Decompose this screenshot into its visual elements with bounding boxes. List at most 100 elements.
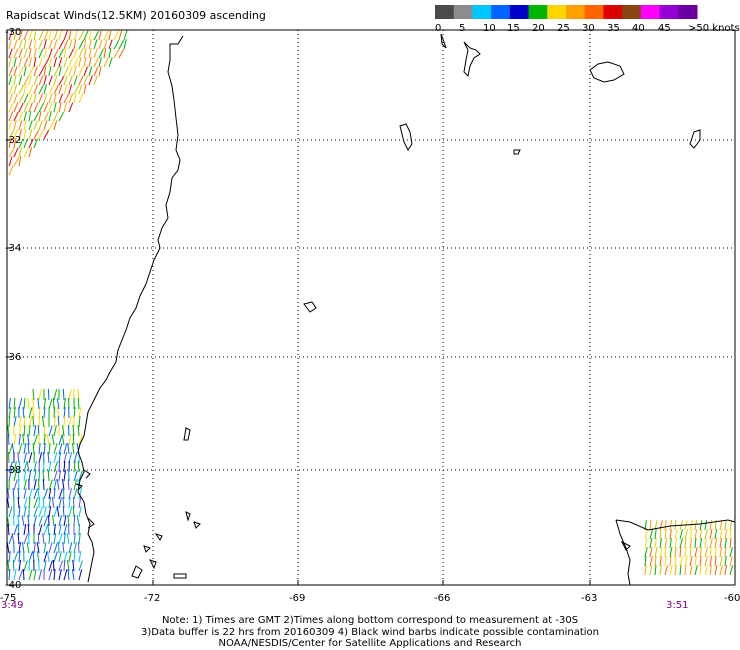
wind-barb: [17, 515, 20, 527]
wind-barb: [93, 48, 98, 59]
wind-barb: [77, 460, 80, 473]
wind-barb: [23, 533, 29, 545]
wind-barb: [98, 48, 104, 59]
wind-barb: [8, 48, 13, 59]
wind-barb: [38, 569, 42, 581]
wind-barb: [33, 470, 37, 482]
wind-barb: [13, 147, 19, 158]
wind-barb: [23, 452, 28, 464]
wind-barb: [103, 39, 108, 50]
wind-barb: [674, 546, 677, 558]
wind-barb: [43, 75, 47, 86]
wind-barb: [33, 30, 37, 41]
inland-outlines: [131, 33, 736, 586]
wind-barb: [48, 497, 52, 509]
wind-barb: [32, 398, 35, 410]
legend-tick-label: 0: [435, 23, 441, 34]
wind-barb: [93, 66, 99, 77]
wind-barb: [33, 66, 38, 77]
wind-barb: [18, 147, 23, 158]
wind-barb: [61, 434, 65, 446]
wind-barb: [48, 30, 52, 41]
wind-barb: [28, 569, 33, 581]
wind-barb: [58, 497, 62, 509]
wind-barb: [67, 568, 70, 581]
wind-barb: [28, 48, 32, 59]
wind-barb: [93, 57, 99, 68]
wind-barb: [699, 547, 703, 558]
wind-barb: [13, 416, 17, 428]
wind-barb: [8, 57, 12, 68]
y-label: -40: [5, 580, 21, 591]
wind-barb: [33, 93, 37, 104]
wind-barb: [78, 48, 84, 59]
y-axis-labels: -30 -32 -34 -36 -38 -40: [5, 27, 21, 591]
wind-barb: [28, 75, 32, 86]
wind-barb: [22, 434, 25, 446]
wind-barb: [38, 84, 44, 95]
wind-barb: [689, 547, 692, 558]
wind-barb: [42, 533, 45, 545]
wind-barb: [78, 39, 84, 50]
wind-barb: [18, 30, 23, 41]
wind-barb: [689, 529, 693, 540]
wind-barb: [659, 547, 663, 558]
wind-barb: [52, 559, 55, 572]
wind-barb: [18, 569, 23, 581]
wind-barb: [8, 39, 12, 50]
wind-barb: [23, 138, 29, 149]
wind-barb: [88, 48, 92, 59]
wind-barb: [43, 515, 49, 527]
wind-barb: [78, 470, 83, 482]
wind-barb: [46, 434, 50, 446]
wind-barb: [13, 129, 18, 140]
wind-barb: [669, 565, 673, 576]
legend-tick-label: >50 knots: [688, 23, 740, 34]
wind-barb: [679, 538, 683, 549]
legend-swatch: [678, 5, 698, 19]
wind-barb: [28, 57, 33, 68]
wind-barb: [53, 461, 58, 473]
wind-barb: [23, 39, 27, 50]
wind-barb: [73, 461, 76, 473]
wind-barb: [63, 515, 67, 527]
wind-barb: [78, 434, 83, 446]
wind-barb: [78, 551, 82, 563]
wind-barb: [704, 520, 708, 531]
wind-barb: [72, 425, 75, 437]
wind-barb: [684, 564, 687, 576]
wind-barb: [32, 442, 35, 455]
wind-barb: [67, 443, 70, 455]
legend-swatch: [435, 5, 455, 19]
wind-barb: [48, 569, 53, 581]
wind-barb: [649, 529, 654, 540]
x-label: -66: [434, 593, 450, 604]
wind-barb: [46, 551, 50, 563]
wind-barb: [53, 102, 57, 113]
wind-barb: [18, 425, 22, 437]
wind-barb: [63, 407, 66, 419]
wind-barb: [7, 433, 10, 446]
wind-barb: [37, 398, 40, 410]
wind-barb: [699, 556, 702, 567]
wind-barb: [53, 506, 58, 518]
legend-swatch: [491, 5, 511, 19]
wind-barb: [729, 529, 732, 540]
wind-barb: [38, 515, 43, 527]
wind-barb: [694, 556, 697, 567]
wind-barb: [77, 397, 80, 410]
wind-barb: [93, 39, 98, 50]
wind-barb: [654, 529, 657, 540]
wind-barb: [679, 565, 682, 576]
wind-barb: [43, 84, 48, 95]
wind-barb: [23, 129, 27, 140]
wind-barb: [724, 547, 727, 558]
wind-barb: [98, 66, 102, 77]
wind-barb: [33, 434, 38, 446]
wind-barb: [649, 538, 653, 549]
wind-barb: [684, 529, 689, 540]
wind-barb: [83, 84, 87, 95]
wind-barb: [68, 93, 74, 104]
wind-barb: [23, 443, 27, 455]
wind-barb: [659, 556, 662, 567]
